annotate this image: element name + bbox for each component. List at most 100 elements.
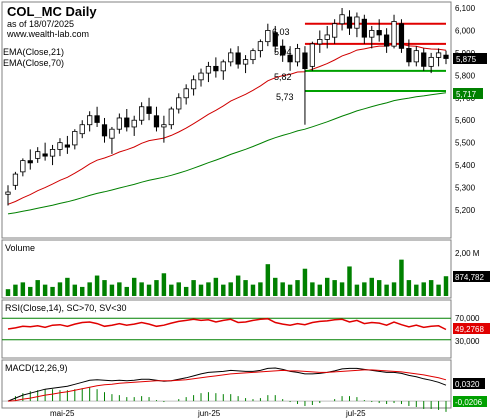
candle-body xyxy=(183,88,189,99)
candle-body xyxy=(280,45,286,56)
volume-bar xyxy=(221,284,226,296)
volume-bar xyxy=(391,282,397,296)
candle-body xyxy=(220,61,226,72)
candle-body xyxy=(421,52,427,67)
rsi-line xyxy=(7,317,447,331)
volume-bar xyxy=(109,284,115,296)
last-price-tag xyxy=(453,53,487,64)
volume-bar xyxy=(243,280,248,296)
candle-body xyxy=(109,128,115,139)
candle-body xyxy=(309,43,315,67)
candle-body xyxy=(257,41,264,52)
candle-body xyxy=(354,16,360,29)
macd-signal-value: -0,0206 xyxy=(455,398,483,407)
volume-bar xyxy=(28,286,33,296)
candle-body xyxy=(153,115,160,128)
macd-last-tag xyxy=(453,378,485,389)
candle-body xyxy=(124,117,130,128)
volume-bar xyxy=(399,259,404,296)
annotation-573: 5,73 xyxy=(276,92,294,102)
volume-bar xyxy=(213,277,219,296)
macd-layer xyxy=(2,367,451,412)
volume-bar xyxy=(324,277,330,296)
volume-bar xyxy=(87,282,92,296)
volume-bar xyxy=(198,284,204,296)
candle-body xyxy=(57,142,63,150)
volume-bar xyxy=(250,284,256,296)
volume-bar xyxy=(131,277,137,296)
ema70-layer xyxy=(7,92,447,215)
candle-body xyxy=(205,65,212,74)
candle-body xyxy=(198,72,204,81)
volume-bar xyxy=(20,282,26,296)
volume-bar xyxy=(13,284,18,296)
rsi-tick-high: 70,000 xyxy=(455,314,480,323)
price-tick-label: 5,500 xyxy=(455,139,476,148)
volume-tick: 2,00 M xyxy=(455,249,480,258)
volume-bar xyxy=(428,280,434,296)
volume-bar xyxy=(57,282,63,296)
volume-bar xyxy=(317,284,323,296)
candle-body xyxy=(27,160,33,164)
volume-bar xyxy=(5,289,11,296)
volume-bar xyxy=(42,284,48,296)
ema21-line xyxy=(7,43,447,205)
candles-layer xyxy=(5,8,449,206)
volume-bars-layer xyxy=(5,259,449,296)
candle-body xyxy=(413,50,419,63)
levels-layer xyxy=(304,22,446,93)
macd-label: MACD(12,26,9) xyxy=(5,363,68,373)
candle-body xyxy=(317,39,323,45)
macd-signal-line xyxy=(7,369,447,402)
price-tick-label: 5,300 xyxy=(455,184,476,193)
candle-body xyxy=(42,153,48,157)
candle-body xyxy=(406,48,412,63)
candle-body xyxy=(383,34,390,47)
volume-bar xyxy=(310,282,315,296)
volume-bar xyxy=(384,284,389,296)
candle-body xyxy=(242,59,249,65)
rsi-tick-low: 30,000 xyxy=(455,337,480,346)
volume-bar xyxy=(183,286,189,296)
volume-bar xyxy=(146,284,152,296)
volume-bar xyxy=(406,280,412,296)
x-label-jul: jul-25 xyxy=(345,409,366,418)
candle-body xyxy=(294,48,301,63)
volume-bar xyxy=(35,280,40,296)
last-price-value: 5,875 xyxy=(456,55,477,64)
candle-body xyxy=(87,115,93,126)
price-tick-label: 5,400 xyxy=(455,161,476,170)
rsi-last-value: 49,2768 xyxy=(455,325,484,334)
candle-body xyxy=(435,52,442,58)
volume-bar xyxy=(258,282,263,296)
as-of-date: as of 18/07/2025 xyxy=(7,19,74,29)
x-label-may: mai-25 xyxy=(50,409,75,418)
volume-bar xyxy=(154,280,159,296)
volume-bar xyxy=(169,284,174,296)
rsi-label: RSI(Close,14), SC>70, SV<30 xyxy=(5,303,127,313)
candle-body xyxy=(64,144,71,148)
rsi-layer xyxy=(2,317,451,341)
volume-bar xyxy=(72,284,78,296)
candle-body xyxy=(428,56,434,67)
macd-line xyxy=(7,367,447,402)
macd-signal-tag xyxy=(453,396,487,407)
candle-body xyxy=(35,151,41,159)
macd-panel xyxy=(1,359,452,409)
volume-bar xyxy=(65,277,70,296)
candle-body xyxy=(361,18,367,38)
price-tick-label: 5,200 xyxy=(455,206,476,215)
site-url: www.wealth-lab.com xyxy=(6,29,89,39)
volume-bar xyxy=(295,280,300,296)
volume-bar xyxy=(376,280,382,296)
volume-bar xyxy=(139,282,144,296)
volume-bar xyxy=(354,284,360,296)
candle-body xyxy=(79,124,85,135)
candle-body xyxy=(346,16,353,29)
candle-body xyxy=(168,108,174,126)
x-label-jun: jun-25 xyxy=(197,409,221,418)
candle-body xyxy=(72,131,78,146)
candle-body xyxy=(391,21,397,47)
candle-body xyxy=(302,52,308,70)
